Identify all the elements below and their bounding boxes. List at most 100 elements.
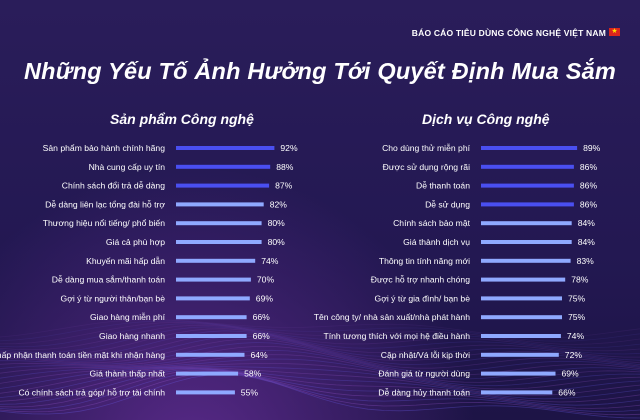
- category-label: Khuyến mãi hấp dẫn: [86, 256, 165, 266]
- category-label: Gợi ý từ người thân/bạn bè: [61, 293, 166, 303]
- category-label: Cập nhật/Vá lỗi kịp thời: [381, 350, 470, 360]
- value-label: 70%: [257, 275, 275, 285]
- bar: [176, 334, 247, 338]
- value-label: 74%: [567, 331, 585, 341]
- value-label: 86%: [580, 181, 598, 191]
- wave-line: [0, 354, 640, 383]
- wave-line: [0, 328, 640, 358]
- wave-line: [0, 373, 640, 419]
- bar: [176, 352, 245, 357]
- wave-line: [0, 369, 640, 406]
- report-header-label: BÁO CÁO TIÊU DÙNG CÔNG NGHỆ VIỆT NAM: [411, 28, 606, 38]
- value-label: 75%: [568, 312, 586, 322]
- category-label: Thương hiệu nổi tiếng/ phổ biến: [43, 218, 165, 228]
- bar: [481, 277, 566, 282]
- value-label: 55%: [241, 387, 259, 397]
- bar: [176, 221, 262, 226]
- category-label: Tính tương thích với mọi hệ điều hành: [324, 331, 471, 341]
- bar: [176, 371, 239, 376]
- bar: [481, 164, 574, 169]
- wave-line: [0, 324, 640, 352]
- category-label: Nhà cung cấp uy tín: [89, 162, 166, 172]
- wave-line: [0, 332, 640, 364]
- category-label: Giao hàng nhanh: [99, 331, 165, 341]
- category-label: Giá thành dịch vụ: [403, 237, 470, 247]
- wave-line: [0, 372, 640, 416]
- category-label: Dễ dàng hủy thanh toán: [378, 387, 470, 397]
- vietnam-flag-icon: ★: [609, 28, 620, 36]
- bar: [176, 240, 262, 244]
- value-label: 78%: [571, 275, 589, 285]
- category-label: Dễ sử dụng: [425, 199, 470, 209]
- bar: [176, 277, 251, 282]
- category-label: Thông tin tính năng mới: [379, 256, 470, 266]
- category-label: Tên công ty/ nhà sản xuất/nhà phát hành: [314, 312, 470, 322]
- category-label: Giao hàng miễn phí: [90, 312, 166, 322]
- chart-title-services: Dịch vụ Công nghệ: [422, 111, 550, 127]
- category-label: Đánh giá từ người dùng: [378, 369, 470, 379]
- bar: [481, 183, 574, 188]
- chart-title-products: Sản phẩm Công nghệ: [110, 111, 254, 127]
- bar: [176, 315, 247, 320]
- value-label: 89%: [583, 143, 601, 153]
- bar: [176, 258, 256, 263]
- wave-line: [0, 338, 640, 369]
- value-label: 80%: [268, 218, 286, 228]
- value-label: 86%: [580, 162, 598, 172]
- category-label: Có chính sách trả góp/ hỗ trợ tài chính: [18, 387, 165, 397]
- value-label: 92%: [280, 143, 298, 153]
- value-label: 88%: [276, 162, 294, 172]
- category-label: Chính sách đổi trả dễ dàng: [62, 181, 165, 191]
- category-label: Dễ thanh toán: [416, 181, 470, 191]
- bar: [481, 240, 572, 244]
- category-label: Giá thành thấp nhất: [90, 369, 166, 379]
- bar: [481, 258, 571, 263]
- wave-line: [0, 346, 640, 376]
- bar: [481, 296, 562, 301]
- wave-line: [0, 367, 640, 396]
- category-label: Sản phẩm bảo hành chính hãng: [43, 143, 166, 153]
- value-label: 66%: [253, 312, 271, 322]
- wave-line: [0, 363, 640, 390]
- bar: [176, 146, 275, 150]
- value-label: 72%: [565, 350, 583, 360]
- value-label: 83%: [577, 256, 595, 266]
- category-label: Chính sách bảo mật: [393, 218, 471, 228]
- bar: [176, 183, 270, 188]
- value-label: 82%: [270, 199, 288, 209]
- bar: [176, 164, 271, 169]
- bar: [481, 371, 556, 376]
- bar: [481, 146, 578, 150]
- category-label: Được hỗ trợ nhanh chóng: [371, 275, 470, 285]
- category-label: Được sử dụng rộng rãi: [383, 162, 470, 172]
- bar: [481, 221, 572, 226]
- category-label: Chấp nhận thanh toán tiền mặt khi nhận h…: [0, 350, 165, 360]
- value-label: 74%: [261, 256, 279, 266]
- bar: [176, 390, 235, 395]
- wave-line: [0, 330, 640, 361]
- wave-line: [0, 369, 640, 409]
- value-label: 58%: [244, 369, 262, 379]
- value-label: 87%: [275, 181, 293, 191]
- bar: [481, 315, 562, 320]
- value-label: 69%: [562, 369, 580, 379]
- value-label: 84%: [578, 218, 596, 228]
- value-label: 86%: [580, 199, 598, 209]
- value-label: 69%: [256, 293, 274, 303]
- wave-line: [0, 358, 640, 387]
- value-label: 66%: [253, 331, 271, 341]
- value-label: 80%: [268, 237, 286, 247]
- value-label: 64%: [251, 350, 269, 360]
- value-label: 75%: [568, 293, 586, 303]
- wave-line: [0, 321, 640, 345]
- page-title: Những Yếu Tố Ảnh Hưởng Tới Quyết Định Mu…: [24, 58, 616, 84]
- wave-line: [0, 326, 640, 355]
- wave-line: [0, 323, 640, 349]
- wave-line: [0, 367, 640, 400]
- category-label: Dễ dàng mua sắm/thanh toán: [52, 275, 165, 285]
- bar: [481, 334, 561, 338]
- bar: [176, 202, 264, 207]
